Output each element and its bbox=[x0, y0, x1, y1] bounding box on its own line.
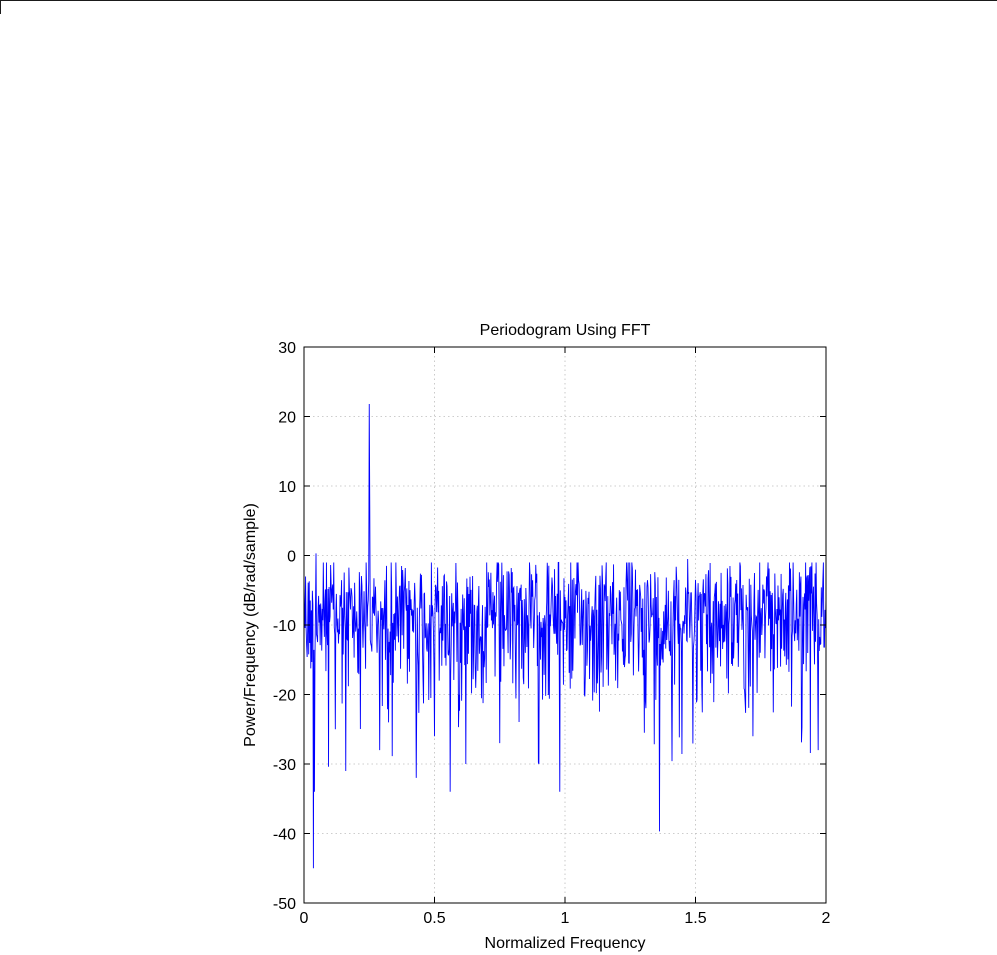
series-line bbox=[303, 403, 827, 869]
x-axis-label: Normalized Frequency bbox=[485, 935, 646, 952]
x-tick-label: 2 bbox=[822, 910, 831, 927]
page-left-tick bbox=[0, 0, 1, 14]
y-tick-label: -40 bbox=[273, 827, 296, 844]
x-tick-label: 1 bbox=[561, 910, 570, 927]
y-tick-label: 10 bbox=[278, 479, 296, 496]
y-tick-label: -30 bbox=[273, 757, 296, 774]
y-tick-label: -50 bbox=[273, 896, 296, 913]
y-tick-label: 20 bbox=[278, 410, 296, 427]
y-tick-label: -10 bbox=[273, 618, 296, 635]
tick-labels: 0 0.5 1 1.5 2 -50 -40 -30 -20 -10 0 10 20 30 bbox=[273, 340, 831, 927]
y-tick-label: 0 bbox=[287, 549, 296, 566]
x-tick-label: 0 bbox=[300, 910, 309, 927]
x-tick-label: 0.5 bbox=[423, 910, 445, 927]
y-axis-label: Power/Frequency (dB/rad/sample) bbox=[242, 503, 259, 747]
tick-marks bbox=[303, 346, 827, 904]
x-tick-label: 1.5 bbox=[684, 910, 706, 927]
y-tick-label: -20 bbox=[273, 688, 296, 705]
chart-title: Periodogram Using FFT bbox=[480, 322, 651, 339]
series-group bbox=[303, 403, 827, 869]
page-top-rule bbox=[0, 0, 997, 1]
y-tick-label: 30 bbox=[278, 340, 296, 357]
